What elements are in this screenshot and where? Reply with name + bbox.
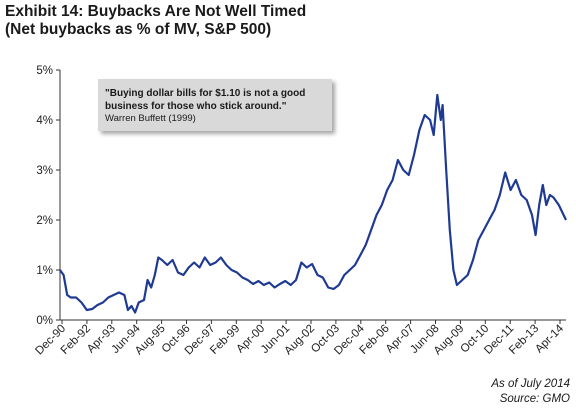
y-axis-ticks: 0% 1% 2% 3% 4% 5% (36, 65, 60, 327)
source-note: Source: GMO (499, 393, 570, 405)
y-tick-label: 5% (36, 65, 53, 77)
y-tick-label: 1% (36, 265, 53, 277)
series-layer (59, 93, 567, 314)
y-tick-label: 2% (36, 215, 53, 227)
x-axis-ticks: Dec-90Feb-92Apr-93Jun-94Aug-95Oct-96Dec-… (33, 320, 567, 357)
y-tick-label: 3% (36, 165, 53, 177)
quote-author: Warren Buffett (1999) (105, 113, 196, 124)
y-tick-label: 0% (36, 315, 53, 327)
chart-subtitle: (Net buybacks as % of MV, S&P 500) (5, 21, 272, 38)
quote-text: "Buying dollar bills for $1.10 is not a … (105, 88, 306, 112)
y-tick-label: 4% (36, 115, 53, 127)
chart-axes (59, 70, 566, 321)
series-line (59, 93, 567, 314)
x-tick-label: Apr-14 (533, 322, 566, 355)
quote-box: "Buying dollar bills for $1.10 is not a … (98, 79, 332, 131)
chart-title: Exhibit 14: Buybacks Are Not Well Timed (5, 3, 307, 20)
as-of-note: As of July 2014 (491, 378, 570, 390)
